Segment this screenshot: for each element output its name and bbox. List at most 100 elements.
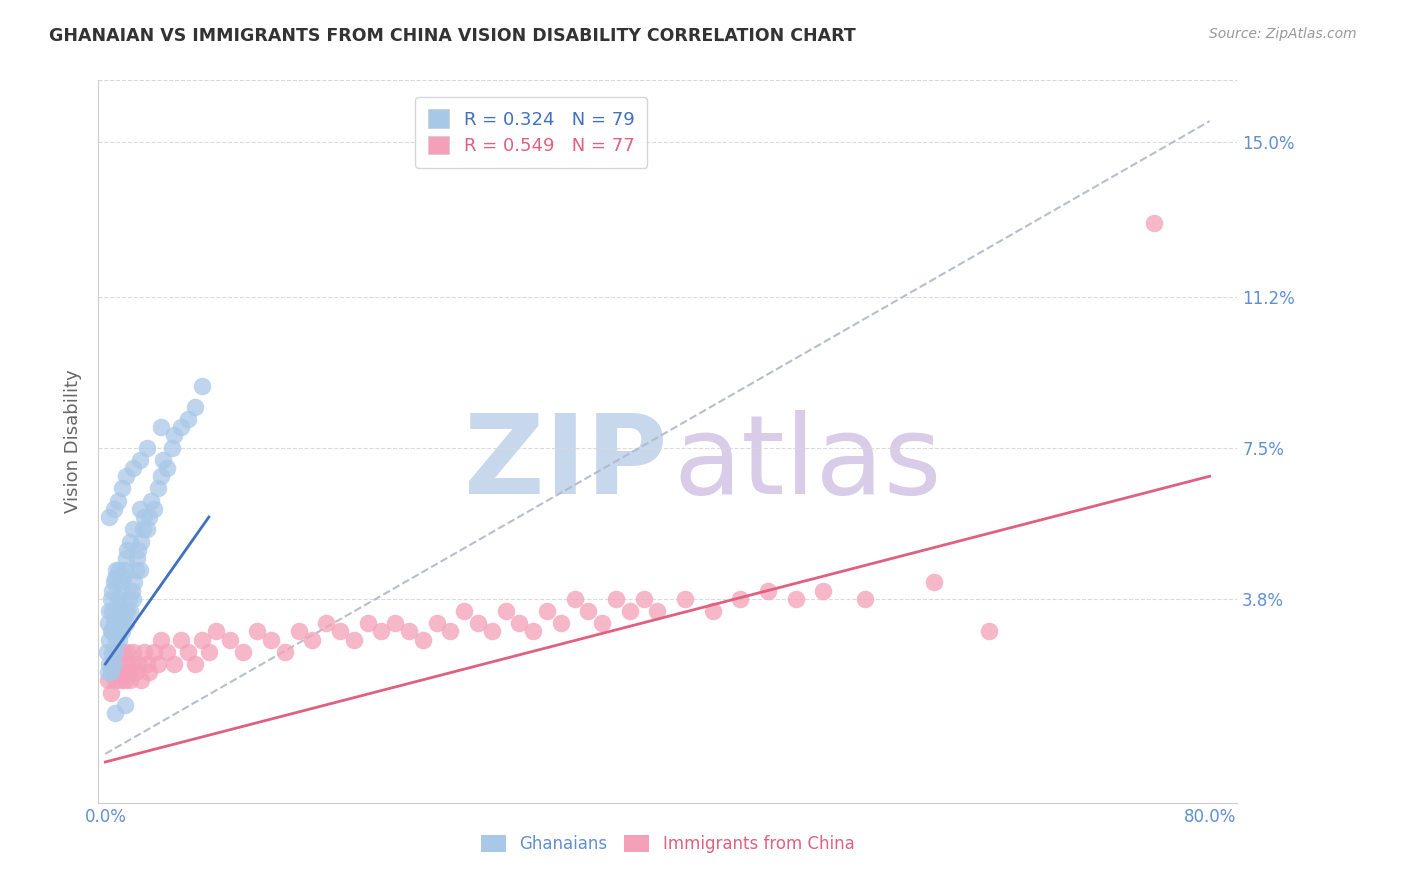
Point bbox=[120, 534, 142, 549]
Point bbox=[412, 632, 434, 647]
Point bbox=[105, 604, 128, 618]
Point bbox=[100, 685, 122, 699]
Point bbox=[117, 604, 139, 618]
Point bbox=[977, 624, 1000, 639]
Point bbox=[128, 453, 150, 467]
Point bbox=[100, 665, 122, 680]
Point bbox=[426, 616, 449, 631]
Point bbox=[673, 591, 696, 606]
Point bbox=[125, 550, 148, 565]
Point bbox=[120, 604, 142, 618]
Point bbox=[301, 632, 323, 647]
Point bbox=[329, 624, 352, 639]
Point bbox=[191, 379, 214, 393]
Point bbox=[149, 632, 172, 647]
Point bbox=[204, 624, 226, 639]
Point bbox=[122, 522, 145, 536]
Point bbox=[108, 632, 131, 647]
Point bbox=[129, 534, 152, 549]
Point bbox=[160, 441, 183, 455]
Point bbox=[121, 583, 143, 598]
Point bbox=[564, 591, 586, 606]
Point bbox=[104, 571, 127, 585]
Point bbox=[384, 616, 406, 631]
Point bbox=[578, 604, 600, 618]
Point bbox=[103, 502, 125, 516]
Point bbox=[163, 428, 186, 442]
Point bbox=[550, 616, 572, 631]
Point bbox=[98, 657, 121, 671]
Point bbox=[481, 624, 503, 639]
Point bbox=[110, 673, 132, 688]
Point bbox=[115, 550, 138, 565]
Point bbox=[115, 469, 138, 483]
Point bbox=[127, 657, 149, 671]
Point bbox=[536, 604, 558, 618]
Point bbox=[274, 645, 297, 659]
Point bbox=[103, 657, 125, 671]
Point bbox=[96, 645, 118, 659]
Point bbox=[853, 591, 876, 606]
Text: atlas: atlas bbox=[673, 409, 942, 516]
Point bbox=[785, 591, 807, 606]
Point bbox=[111, 583, 134, 598]
Point bbox=[128, 563, 150, 577]
Point bbox=[121, 657, 143, 671]
Point bbox=[467, 616, 489, 631]
Point bbox=[508, 616, 530, 631]
Point bbox=[104, 645, 127, 659]
Point bbox=[152, 453, 174, 467]
Point bbox=[184, 400, 207, 414]
Point bbox=[122, 461, 145, 475]
Point bbox=[135, 441, 157, 455]
Point bbox=[142, 502, 165, 516]
Y-axis label: Vision Disability: Vision Disability bbox=[63, 369, 82, 514]
Point bbox=[103, 575, 125, 590]
Text: GHANAIAN VS IMMIGRANTS FROM CHINA VISION DISABILITY CORRELATION CHART: GHANAIAN VS IMMIGRANTS FROM CHINA VISION… bbox=[49, 27, 856, 45]
Point bbox=[108, 657, 131, 671]
Point bbox=[163, 657, 186, 671]
Point bbox=[112, 612, 135, 626]
Point bbox=[103, 616, 125, 631]
Point bbox=[177, 645, 200, 659]
Point bbox=[138, 510, 160, 524]
Point bbox=[120, 673, 142, 688]
Point bbox=[97, 665, 120, 680]
Point bbox=[922, 575, 945, 590]
Point bbox=[139, 493, 162, 508]
Point bbox=[370, 624, 392, 639]
Point bbox=[522, 624, 544, 639]
Point bbox=[135, 657, 157, 671]
Point bbox=[315, 616, 337, 631]
Point bbox=[149, 420, 172, 434]
Point bbox=[110, 575, 132, 590]
Point bbox=[100, 624, 122, 639]
Point bbox=[104, 673, 127, 688]
Point bbox=[127, 542, 149, 557]
Point bbox=[104, 706, 127, 720]
Point bbox=[104, 612, 127, 626]
Point bbox=[170, 420, 193, 434]
Point bbox=[124, 575, 146, 590]
Point bbox=[132, 645, 155, 659]
Point bbox=[97, 616, 120, 631]
Point bbox=[142, 645, 165, 659]
Point bbox=[125, 563, 148, 577]
Point bbox=[105, 563, 128, 577]
Point bbox=[114, 698, 136, 712]
Point bbox=[156, 645, 179, 659]
Point bbox=[98, 632, 121, 647]
Point bbox=[101, 657, 124, 671]
Point bbox=[453, 604, 475, 618]
Point bbox=[191, 632, 214, 647]
Point bbox=[702, 604, 724, 618]
Point bbox=[135, 522, 157, 536]
Point bbox=[117, 542, 139, 557]
Point bbox=[100, 591, 122, 606]
Point bbox=[115, 657, 138, 671]
Point bbox=[118, 591, 141, 606]
Point bbox=[107, 493, 129, 508]
Point bbox=[107, 591, 129, 606]
Legend: Ghanaians, Immigrants from China: Ghanaians, Immigrants from China bbox=[475, 828, 860, 860]
Text: ZIP: ZIP bbox=[464, 409, 668, 516]
